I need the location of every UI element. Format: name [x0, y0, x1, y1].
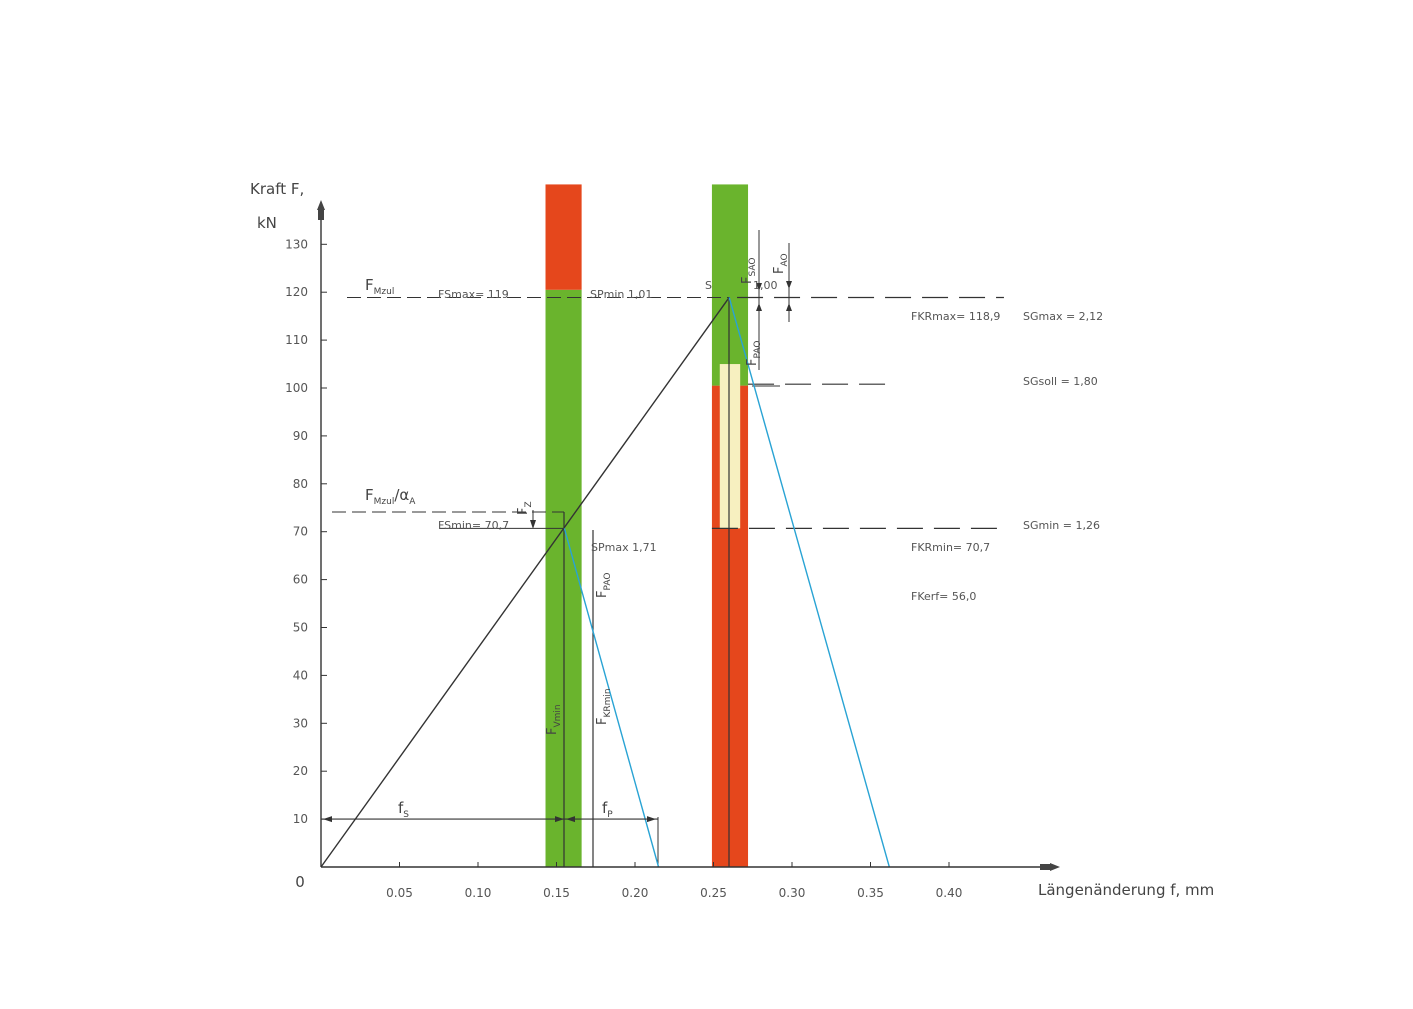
fkerf-label: FKerf= 56,0 [911, 590, 976, 603]
bar-2-segment-0 [719, 364, 741, 529]
x-tick-label-0: 0.05 [386, 886, 413, 900]
x-tick-label-7: 0.40 [936, 886, 963, 900]
fvmin-label-sub: Vmin [553, 704, 563, 727]
fkrmin-label: FKRmin [595, 688, 613, 725]
y-axis-title: Kraft F, [250, 180, 304, 198]
dimension-arrow-2 [566, 816, 575, 823]
bar-0-segment-1 [545, 184, 582, 290]
fkrmax-label: FKRmax= 118,9 [911, 310, 1000, 323]
axes-layer [317, 200, 1060, 871]
sgmin-label: SGmin = 1,26 [1023, 519, 1100, 532]
series-line-1 [563, 528, 660, 868]
fmzul-label-sub: Mzul [374, 287, 395, 297]
y-tick-label-0: 10 [293, 812, 308, 826]
fpao-top-label-main: F [745, 359, 760, 366]
x-axis-arrow-body [1040, 864, 1050, 870]
fpao-low-label: FPAO [595, 573, 613, 598]
fsmax-label: FSmax= 119 [438, 288, 509, 301]
x-axis-arrowhead [1050, 863, 1060, 871]
fp-label-sub: P [607, 810, 613, 820]
fao-arrow-down [786, 281, 792, 289]
y-tick-label-6: 70 [293, 525, 308, 539]
sgmax-label: SGmax = 2,12 [1023, 310, 1103, 323]
dimension-arrow-0 [323, 816, 332, 823]
fsao-label-main: F [740, 277, 755, 284]
fpao-low-label-main: F [595, 591, 610, 598]
series-line-0 [320, 297, 730, 868]
x-tick-label-1: 0.10 [465, 886, 492, 900]
fsao-label-sub: SAO [748, 258, 758, 277]
dimension-arrow-3 [647, 816, 656, 823]
fvmin-label: FVmin [545, 704, 563, 735]
y-tick-label-11: 120 [285, 285, 308, 299]
y-tick-label-5: 60 [293, 573, 308, 587]
fpao-top-label-sub: PAO [753, 341, 763, 359]
fmzul-alpha-label-sub: Mzul [374, 497, 395, 507]
fs-label-sub: S [403, 810, 409, 820]
spmax-label: SPmax 1,71 [591, 541, 657, 554]
y-axis-arrowhead [317, 200, 325, 210]
fsao-arrow-up [756, 303, 762, 311]
fkrmin-label-sub: KRmin [603, 688, 613, 717]
fs-label: fS [398, 799, 409, 820]
fpao-low-label-sub: PAO [603, 573, 613, 591]
fs-label-main: f [398, 799, 404, 817]
value-100-label: 1,00 [753, 279, 778, 292]
fpao-top-label: FPAO [745, 341, 763, 366]
fp-label-main: f [602, 799, 608, 817]
y-tick-label-8: 90 [293, 429, 308, 443]
fkrmin-value-label: FKRmin= 70,7 [911, 541, 990, 554]
fsmin-label: FSmin= 70,7 [438, 519, 509, 532]
y-tick-label-7: 80 [293, 477, 308, 491]
fz-label-sub: Z [524, 501, 534, 507]
x-tick-label-3: 0.20 [622, 886, 649, 900]
x-tick-label-5: 0.30 [779, 886, 806, 900]
fz-label: FZ [516, 501, 534, 515]
x-axis-title: Längenänderung f, mm [1038, 881, 1214, 899]
fmzul-alpha-label-mid: /α [394, 486, 409, 504]
fmzul-label: FMzul [365, 276, 394, 297]
lines-layer [320, 230, 1004, 868]
fz-label-main: F [516, 508, 531, 515]
fao-arrow-up [786, 303, 792, 311]
series-line-2 [728, 297, 891, 868]
y-tick-label-12: 130 [285, 237, 308, 251]
y-tick-label-10: 110 [285, 333, 308, 347]
x-tick-label-2: 0.15 [543, 886, 570, 900]
y-axis-arrow-body [318, 208, 324, 220]
fp-label: fP [602, 799, 613, 820]
x-tick-label-6: 0.35 [857, 886, 884, 900]
fmzul-alpha-label: FMzul/αA [365, 486, 416, 507]
fao-label-sub: AO [780, 253, 790, 266]
fao-label-main: F [772, 267, 787, 274]
fvmin-label-main: F [545, 728, 560, 735]
fkrmin-label-main: F [595, 718, 610, 725]
bar-1-segment-1 [711, 184, 749, 386]
fmzul-label-main: F [365, 276, 374, 294]
origin-label: 0 [295, 873, 305, 891]
fmzul-alpha-label-sub2: A [409, 497, 416, 507]
y-tick-label-4: 50 [293, 621, 308, 635]
fz-arrow [530, 520, 536, 529]
y-axis-unit: kN [257, 214, 277, 232]
bars-layer [545, 184, 749, 867]
dimension-arrow-1 [555, 816, 564, 823]
y-tick-label-3: 40 [293, 668, 308, 682]
y-tick-label-2: 30 [293, 716, 308, 730]
fao-label: FAO [772, 253, 790, 274]
fmzul-alpha-label-main: F [365, 486, 374, 504]
ticks-layer: 0.05 0.10 0.15 0.20 0.25 0.30 0.35 0.40 10 20 30 40… [285, 237, 962, 900]
spmin-label: SPmin 1,01 [590, 288, 652, 301]
y-tick-label-9: 100 [285, 381, 308, 395]
fsao-arrow-down [756, 283, 762, 291]
fsao-label: FSAO [740, 258, 758, 284]
y-tick-label-1: 20 [293, 764, 308, 778]
x-tick-label-4: 0.25 [700, 886, 727, 900]
point-s-label: S [705, 279, 712, 292]
sgsoll-label: SGsoll = 1,80 [1023, 375, 1098, 388]
